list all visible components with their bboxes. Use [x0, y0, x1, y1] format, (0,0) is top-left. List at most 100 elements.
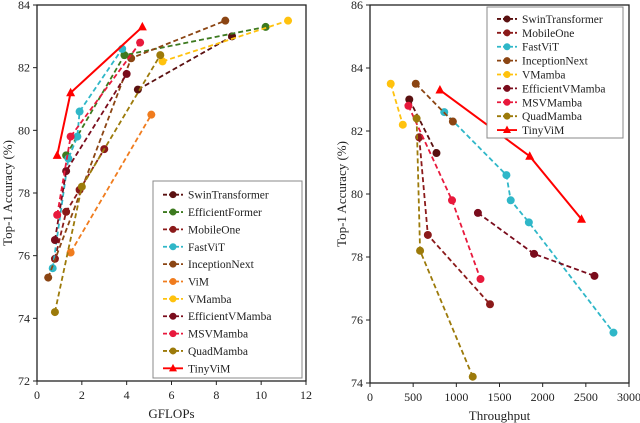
series-SwinTransformer — [405, 95, 441, 158]
series-line — [477, 212, 595, 277]
data-point — [221, 16, 230, 25]
legend-label: EfficientFormer — [188, 207, 262, 219]
series-QuadMamba — [50, 51, 165, 317]
legend-box — [152, 180, 303, 379]
legend-label: InceptionNext — [522, 56, 589, 68]
legend: SwinTransformer MobileOne FastViT Inception… — [486, 6, 624, 139]
data-point — [524, 218, 533, 227]
x-tick-label: 2500 — [574, 390, 598, 404]
legend: SwinTransformer EfficientFormer MobileOne F… — [152, 180, 303, 379]
data-point — [476, 275, 485, 284]
legend-label: QuadMamba — [522, 111, 582, 123]
series-line — [415, 83, 454, 123]
series-line — [65, 26, 266, 156]
x-tick-label: 0 — [367, 390, 373, 404]
data-point — [412, 114, 421, 123]
x-tick-label: 500 — [404, 390, 422, 404]
series-line — [408, 99, 438, 154]
y-tick-label: 76 — [18, 249, 30, 263]
data-point — [398, 120, 407, 129]
legend-item: InceptionNext — [163, 259, 255, 271]
series-FastViT — [48, 44, 127, 273]
legend-item: EfficientFormer — [163, 207, 262, 219]
series-EfficientVMamba — [50, 69, 131, 244]
y-tick-label: 76 — [351, 313, 363, 327]
data-point — [473, 208, 482, 217]
data-point — [502, 171, 511, 180]
data-point — [77, 182, 86, 191]
x-tick-label: 8 — [213, 388, 219, 402]
data-point — [50, 308, 59, 317]
data-point — [44, 273, 53, 282]
legend-marker — [503, 125, 511, 134]
data-point — [53, 210, 62, 219]
series-line — [56, 42, 141, 216]
y-tick-label: 80 — [351, 187, 363, 201]
data-point — [432, 149, 441, 158]
series-line — [389, 83, 404, 125]
x-tick-label: 1000 — [444, 390, 468, 404]
legend-label: MobileOne — [522, 28, 574, 40]
data-point — [423, 230, 432, 239]
series-TinyViM — [435, 85, 587, 223]
legend-marker — [169, 278, 177, 285]
legend-label: SwinTransformer — [522, 14, 603, 26]
data-point — [486, 300, 495, 309]
legend-marker — [169, 312, 177, 320]
legend-item: SwinTransformer — [163, 190, 269, 202]
legend-item: EfficientVMamba — [497, 83, 605, 95]
legend-label: FastViT — [188, 242, 225, 254]
legend-label: SwinTransformer — [188, 190, 269, 202]
data-point — [75, 107, 84, 116]
legend-marker — [503, 112, 511, 120]
legend-marker — [169, 243, 177, 251]
x-tick-label: 6 — [169, 388, 175, 402]
series-VMamba — [386, 79, 407, 129]
y-tick-label: 80 — [18, 123, 30, 137]
legend-label: InceptionNext — [188, 259, 255, 271]
series-VMamba — [158, 16, 293, 66]
legend-marker — [503, 29, 511, 37]
y-tick-label: 84 — [351, 61, 363, 75]
y-tick-label: 84 — [18, 0, 30, 12]
series-line — [51, 48, 123, 269]
data-point — [530, 249, 539, 258]
y-tick-label: 82 — [18, 61, 30, 75]
data-point — [448, 196, 457, 205]
legend-item: SwinTransformer — [497, 14, 603, 26]
legend-label: QuadMamba — [188, 346, 248, 358]
series-line — [69, 114, 153, 253]
data-point — [133, 85, 142, 94]
y-tick-label: 78 — [351, 250, 363, 264]
x-tick-label: 10 — [255, 388, 267, 402]
data-point — [136, 38, 145, 47]
data-point — [590, 271, 599, 280]
data-point — [284, 16, 293, 25]
series-InceptionNext — [44, 16, 230, 282]
x-tick-label: 2000 — [531, 390, 555, 404]
legend-marker — [503, 15, 511, 23]
legend-marker — [503, 71, 511, 78]
legend-item: FastViT — [497, 42, 559, 54]
legend-item: MobileOne — [163, 224, 240, 236]
data-point — [147, 110, 156, 119]
legend-marker — [169, 260, 177, 268]
series-QuadMamba — [412, 114, 477, 381]
y-axis-label: Top-1 Accuracy (%) — [334, 141, 349, 247]
y-tick-label: 72 — [18, 374, 30, 388]
data-point — [158, 57, 167, 66]
data-point — [62, 207, 71, 216]
chart-2: 0 500 1000 1500 2000 2500 3000 74 76 78 80 82 84 86 Th… — [334, 0, 640, 423]
series-line — [162, 19, 289, 63]
series-line — [54, 73, 128, 241]
y-tick-label: 78 — [18, 186, 30, 200]
legend-marker — [169, 363, 177, 372]
legend-label: MSVMamba — [188, 329, 248, 341]
series-EfficientVMamba — [473, 208, 599, 280]
chart-1: 0 2 4 6 8 10 12 72 74 76 78 80 82 84 GFLOPs Top-1 Accur… — [0, 0, 312, 421]
x-tick-label: 1500 — [488, 390, 512, 404]
data-point — [416, 246, 425, 255]
x-tick-label: 0 — [34, 388, 40, 402]
legend-item: MSVMamba — [497, 97, 582, 109]
